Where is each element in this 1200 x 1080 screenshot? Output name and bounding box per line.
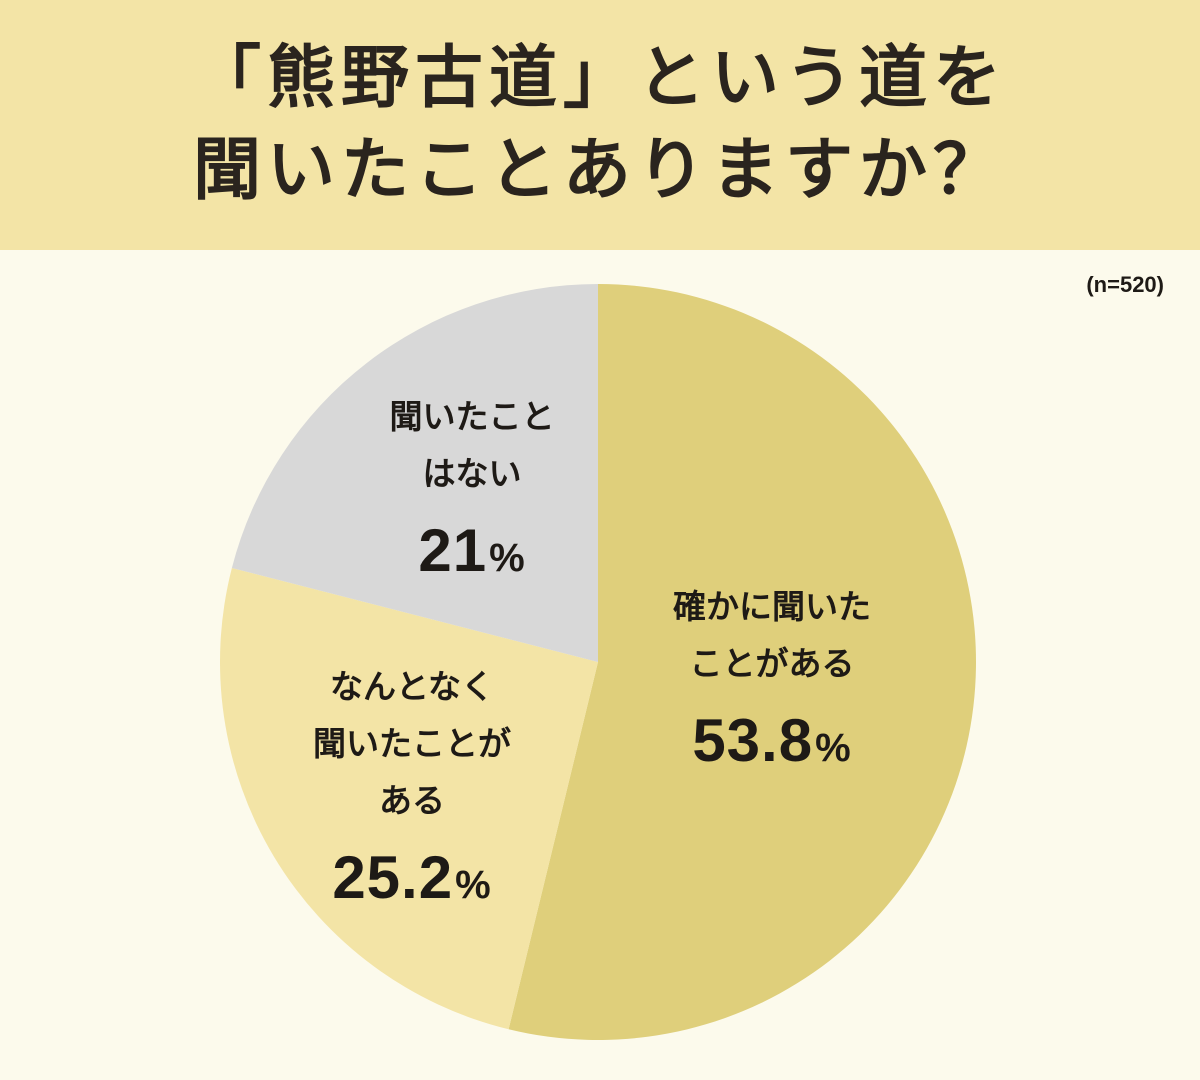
slice-category: 確かに聞いた ことがある: [673, 587, 871, 683]
slice-category: なんとなく 聞いたことが ある: [313, 667, 511, 820]
pie-slice-never-heard: [231, 284, 599, 662]
title-line-1: 「熊野古道」という道を: [192, 39, 1007, 118]
slice-value: 25.2%: [332, 844, 492, 911]
slice-category: 聞いたこと はない: [389, 397, 555, 493]
title-banner: 「熊野古道」という道を 聞いたことありますか？: [0, 0, 1200, 250]
slice-label-vaguely-heard: なんとなく 聞いたことが ある 25.2%: [313, 658, 511, 920]
pie-slice-definitely-heard: [508, 284, 976, 1040]
sample-size: (n=520): [1086, 272, 1164, 297]
slice-value: 21%: [418, 517, 526, 584]
slice-label-definitely-heard: 確かに聞いた ことがある 53.8%: [673, 578, 871, 783]
slice-label-never-heard: 聞いたこと はない 21%: [390, 388, 555, 593]
slice-value: 53.8%: [692, 707, 852, 774]
pie-slice-vaguely-heard: [219, 567, 598, 1030]
title-line-2: 聞いたことありますか？: [192, 131, 1007, 210]
